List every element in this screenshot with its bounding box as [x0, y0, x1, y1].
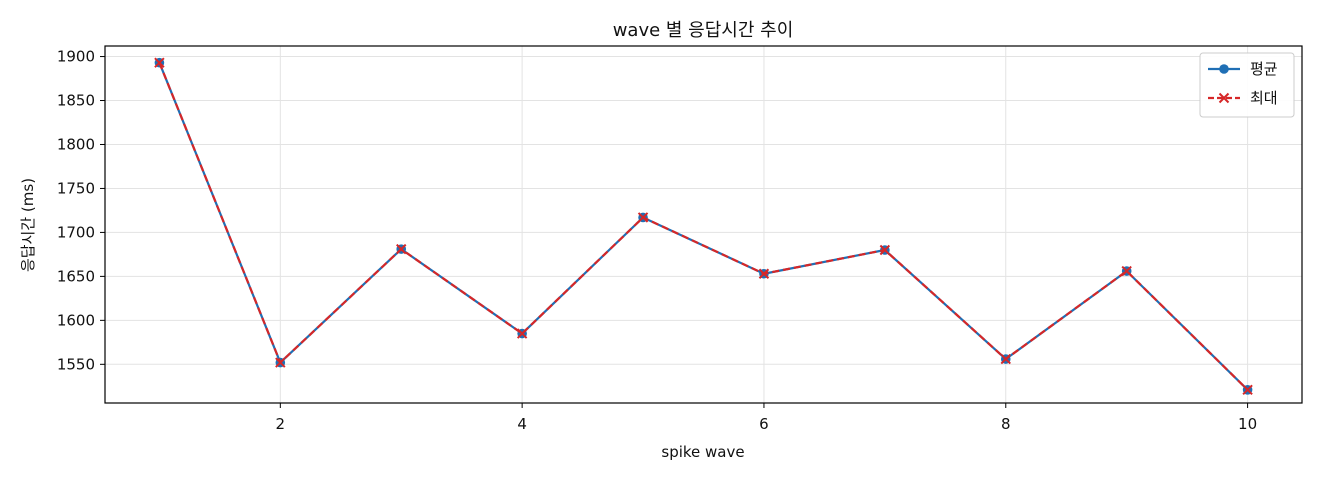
chart-title: wave 별 응답시간 추이	[613, 20, 794, 41]
y-tick-label: 1800	[57, 135, 95, 153]
y-tick-label: 1600	[57, 311, 95, 329]
data-point	[1121, 265, 1132, 277]
legend-marker	[1218, 92, 1230, 104]
legend-item: 평균	[1208, 60, 1278, 78]
x-tick-label: 8	[1001, 415, 1011, 433]
y-tick-label: 1750	[57, 179, 95, 197]
legend-marker	[1219, 64, 1229, 74]
plot-frame	[104, 45, 1303, 404]
data-point	[758, 268, 770, 279]
y-axis: 1550 1600 1650 1700 1750 1800 1850 1900	[57, 48, 105, 373]
grid	[105, 46, 1302, 403]
x-axis-title: spike wave	[661, 443, 744, 461]
data-point	[396, 243, 407, 255]
data-point	[1000, 353, 1011, 365]
x-axis: 2 4 6 8 10	[276, 403, 1257, 433]
y-axis-title: 응답시간 (ms)	[19, 178, 37, 272]
x-tick-label: 10	[1238, 415, 1257, 433]
series-line	[158, 62, 1249, 391]
y-tick-label: 1850	[57, 92, 95, 110]
x-tick-label: 6	[759, 415, 769, 433]
data-point	[1242, 384, 1253, 396]
y-tick-label: 1550	[57, 355, 95, 373]
y-tick-label: 1650	[57, 267, 95, 285]
series-2	[154, 57, 1253, 396]
series-1	[154, 57, 1253, 395]
data-point	[275, 357, 286, 368]
series-layer	[154, 57, 1253, 396]
data-point	[154, 57, 165, 68]
y-tick-label: 1700	[57, 223, 95, 241]
data-point	[516, 328, 528, 339]
legend-item: 최대	[1208, 89, 1278, 107]
legend-label: 평균	[1250, 60, 1278, 78]
data-point	[879, 244, 891, 256]
x-tick-label: 2	[276, 415, 286, 433]
legend-box	[1199, 52, 1295, 118]
data-point	[637, 212, 649, 223]
legend-label: 최대	[1250, 89, 1278, 107]
y-tick-label: 1900	[57, 48, 95, 66]
x-tick-label: 4	[517, 415, 527, 433]
series-line	[158, 62, 1249, 391]
